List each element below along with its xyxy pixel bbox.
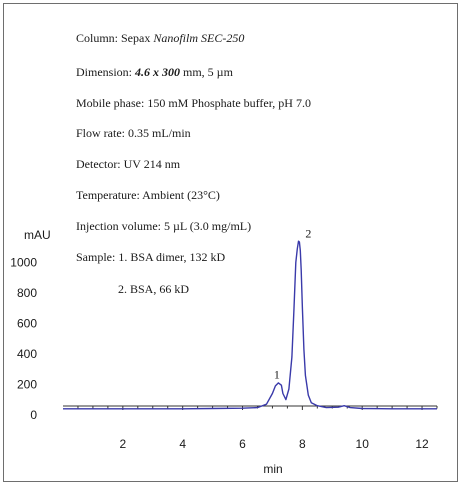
mobile-phase-line: Mobile phase: 150 mM Phosphate buffer, p… — [76, 96, 311, 110]
y-tick-label: 600 — [17, 316, 37, 330]
dimension-line: Dimension: 4.6 x 300 mm, 5 µm — [76, 65, 233, 79]
x-tick-label: 12 — [415, 437, 429, 451]
column-name: Nanofilm SEC-250 — [153, 31, 245, 45]
x-tick-label: 4 — [179, 437, 186, 451]
detector-line: Detector: UV 214 nm — [76, 157, 181, 171]
injection-volume-line: Injection volume: 5 µL (3.0 mg/mL) — [76, 219, 252, 233]
column-line: Column: Sepax Nanofilm SEC-250 — [76, 31, 244, 45]
sample-line-1: Sample: 1. BSA dimer, 132 kD — [76, 250, 226, 264]
x-tick-label: 6 — [239, 437, 246, 451]
chromatogram-trace — [63, 240, 437, 410]
temperature-line: Temperature: Ambient (23°C) — [76, 188, 220, 202]
y-tick-label: 0 — [30, 408, 37, 422]
y-axis-label: mAU — [24, 228, 51, 242]
peak-label-2: 2 — [305, 226, 311, 240]
dimension-value: 4.6 x 300 — [135, 65, 180, 79]
x-tick-label: 8 — [299, 437, 306, 451]
x-tick-label: 10 — [356, 437, 370, 451]
dimension-suffix: mm, 5 µm — [180, 65, 233, 79]
dimension-prefix: Dimension: — [76, 65, 135, 79]
y-tick-label: 1000 — [10, 256, 37, 270]
y-tick-label: 400 — [17, 347, 37, 361]
x-axis-label: min — [263, 462, 282, 476]
flow-rate-line: Flow rate: 0.35 mL/min — [76, 126, 191, 140]
x-tick-label: 2 — [119, 437, 126, 451]
y-tick-label: 200 — [17, 377, 37, 391]
peak-label-1: 1 — [274, 367, 280, 381]
y-tick-label: 800 — [17, 286, 37, 300]
figure-frame — [3, 3, 458, 482]
sample-line-2: 2. BSA, 66 kD — [118, 282, 190, 296]
column-prefix: Column: Sepax — [76, 31, 154, 45]
